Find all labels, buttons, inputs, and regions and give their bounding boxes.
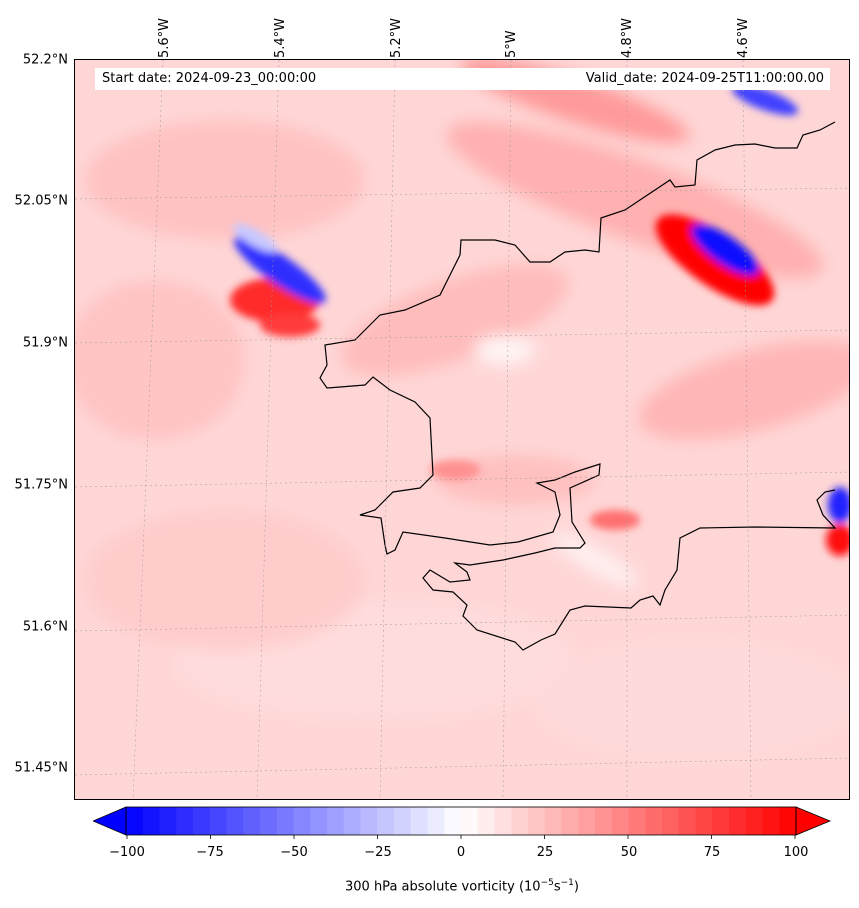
- colorbar-cell: [444, 807, 462, 835]
- colorbar-cell: [695, 807, 713, 835]
- start-date-label: Start date: 2024-09-23_00:00:00: [102, 71, 317, 86]
- graticule: [75, 60, 849, 799]
- colorbar: [93, 806, 831, 839]
- colorbar-cell: [662, 807, 680, 835]
- lon-label: 4.8°W: [620, 17, 635, 58]
- lon-label: 5°W: [504, 30, 519, 58]
- colorbar-high-extend: [795, 806, 831, 836]
- colorbar-cell: [260, 807, 278, 835]
- lat-label: 52.2°N: [22, 52, 68, 68]
- colorbar-low-extend: [93, 806, 127, 836]
- lat-label: 51.45°N: [14, 760, 68, 776]
- colorbar-cell: [159, 807, 177, 835]
- colorbar-cell: [595, 807, 613, 835]
- colorbar-cell: [477, 807, 495, 835]
- colorbar-tick: −100: [109, 845, 145, 860]
- colorbar-cell: [293, 807, 311, 835]
- colorbar-tick: 0: [456, 845, 466, 860]
- colorbar-cell: [745, 807, 763, 835]
- colorbar-cell: [209, 807, 227, 835]
- lat-label: 51.9°N: [22, 335, 68, 351]
- info-box: Start date: 2024-09-23_00:00:00 Valid_da…: [95, 68, 830, 90]
- colorbar-cell: [712, 807, 730, 835]
- colorbar-cell: [410, 807, 428, 835]
- colorbar-cell: [377, 807, 395, 835]
- colorbar-label: 300 hPa absolute vorticity (10−5s−1): [345, 878, 579, 895]
- colorbar-cell: [310, 807, 328, 835]
- colorbar-cell: [360, 807, 378, 835]
- lat-label: 51.75°N: [14, 477, 68, 493]
- colorbar-cell: [779, 807, 797, 835]
- colorbar-cell: [394, 807, 412, 835]
- colorbar-cell: [645, 807, 663, 835]
- colorbar-cell: [729, 807, 747, 835]
- colorbar-cell: [327, 807, 345, 835]
- lon-label: 4.6°W: [736, 17, 751, 58]
- colorbar-cell: [226, 807, 244, 835]
- colorbar-cell: [528, 807, 546, 835]
- colorbar-tick: −75: [196, 845, 224, 860]
- lon-label: 5.6°W: [157, 17, 172, 58]
- colorbar-cell: [343, 807, 361, 835]
- colorbar-tick: 25: [536, 845, 554, 860]
- colorbar-cell: [193, 807, 211, 835]
- colorbar-cell: [678, 807, 696, 835]
- lon-label: 5.2°W: [389, 17, 404, 58]
- lat-label: 52.05°N: [14, 193, 68, 209]
- colorbar-tick: 50: [620, 845, 638, 860]
- colorbar-cell: [427, 807, 445, 835]
- colorbar-cell: [611, 807, 629, 835]
- colorbar-cell: [276, 807, 294, 835]
- colorbar-tick: −50: [280, 845, 308, 860]
- colorbar-cell: [126, 807, 144, 835]
- colorbar-cell: [176, 807, 194, 835]
- valid-date-label: Valid_date: 2024-09-25T11:00:00.00: [585, 71, 824, 86]
- colorbar-cell: [762, 807, 780, 835]
- colorbar-cell: [494, 807, 512, 835]
- colorbar-cell: [578, 807, 596, 835]
- colorbar-cell: [142, 807, 160, 835]
- colorbar-cell: [243, 807, 261, 835]
- coastline: [319, 121, 837, 651]
- lat-label: 51.6°N: [22, 619, 68, 635]
- vorticity-field: [75, 60, 849, 799]
- map-panel[interactable]: Start date: 2024-09-23_00:00:00 Valid_da…: [74, 59, 850, 800]
- colorbar-tick: −25: [364, 845, 392, 860]
- colorbar-tick: 100: [783, 845, 809, 860]
- colorbar-cell: [628, 807, 646, 835]
- colorbar-cell: [461, 807, 479, 835]
- lon-label: 5.4°W: [273, 17, 288, 58]
- colorbar-cell: [561, 807, 579, 835]
- colorbar-tick: 75: [703, 845, 721, 860]
- colorbar-cell: [544, 807, 562, 835]
- colorbar-cell: [511, 807, 529, 835]
